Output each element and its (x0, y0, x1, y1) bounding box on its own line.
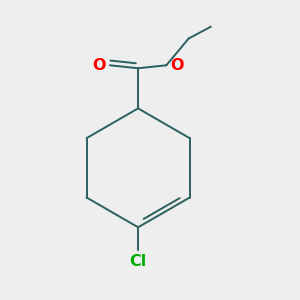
Text: O: O (170, 58, 183, 73)
Text: Cl: Cl (130, 254, 147, 269)
Text: O: O (92, 58, 106, 73)
